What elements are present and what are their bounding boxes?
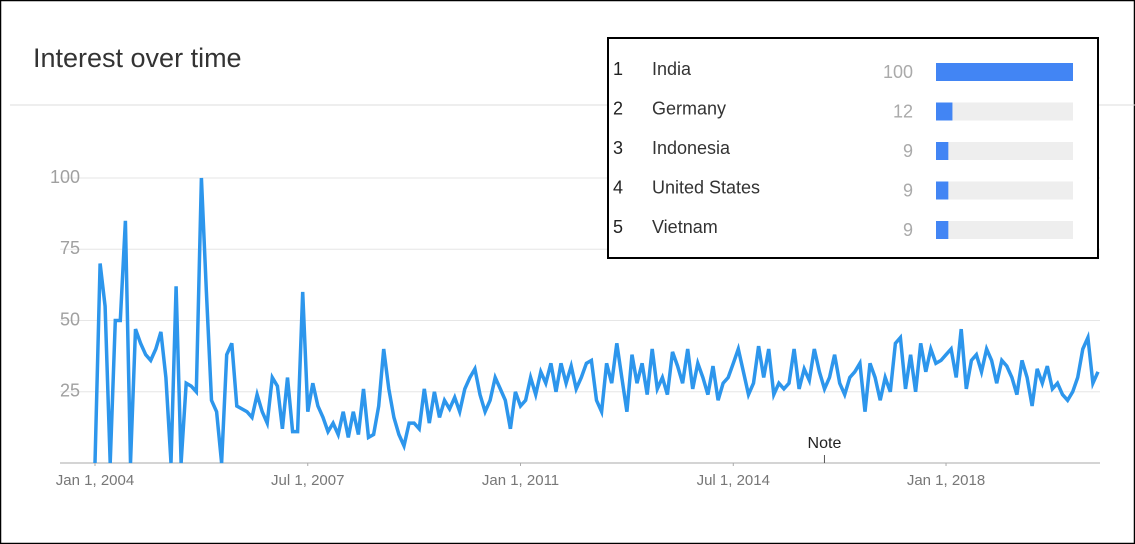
- chart-title: Interest over time: [33, 43, 242, 73]
- bar: [936, 181, 949, 200]
- rank-value: 9: [903, 180, 913, 200]
- rank-number: 3: [613, 138, 623, 158]
- annotation: Note: [808, 435, 842, 452]
- bar-track: [936, 221, 1073, 239]
- plot: 25 50 75 100 Jan 1, 2004 Jul 1, 2007 Jan 1, 20…: [50, 167, 1100, 489]
- bar-track: [936, 102, 1073, 121]
- country-name: Vietnam: [652, 217, 718, 237]
- ranking-box: 1 India 100 2 Germany 12 3 Indonesia 9 4 United St…: [607, 37, 1099, 259]
- bar: [936, 102, 953, 121]
- country-name: India: [652, 59, 692, 79]
- rank-value: 100: [883, 62, 913, 82]
- rank-number: 5: [613, 217, 623, 237]
- y-tick-label: 50: [60, 309, 80, 329]
- bar: [936, 221, 949, 239]
- country-name: Indonesia: [652, 138, 731, 158]
- country-name: United States: [652, 177, 760, 197]
- y-tick-label: 75: [60, 238, 80, 258]
- bar: [936, 63, 1073, 81]
- x-tick-label: Jan 1, 2004: [56, 472, 134, 489]
- rank-value: 9: [903, 220, 913, 240]
- rank-value: 12: [893, 101, 913, 121]
- bar: [936, 142, 949, 160]
- bar-track: [936, 142, 1073, 160]
- x-tick-label: Jul 1, 2014: [697, 472, 770, 489]
- rank-number: 2: [613, 98, 623, 118]
- country-name: Germany: [652, 98, 726, 118]
- bar-track: [936, 181, 1073, 200]
- y-tick-label: 100: [50, 167, 80, 187]
- x-tick-label: Jan 1, 2018: [907, 472, 985, 489]
- x-tick-label: Jul 1, 2007: [271, 472, 344, 489]
- rank-number: 4: [613, 177, 623, 197]
- line: [93, 177, 1100, 464]
- y-tick-label: 25: [60, 381, 80, 401]
- x-tick-label: Jan 1, 2011: [482, 472, 559, 489]
- rank-value: 9: [903, 141, 913, 161]
- rank-number: 1: [613, 59, 623, 79]
